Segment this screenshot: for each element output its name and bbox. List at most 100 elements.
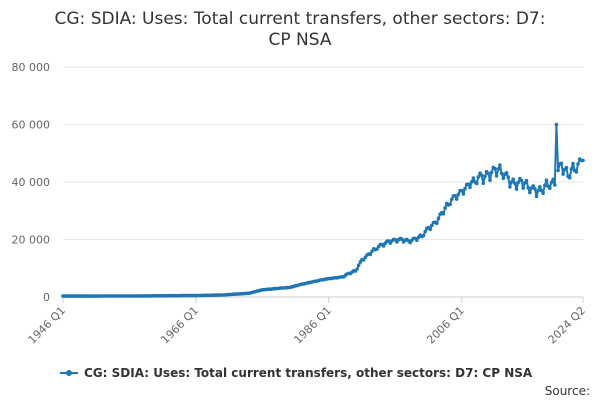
x-axis-ticks: 1946 Q1 1966 Q1 1986 Q1 2006 Q1 2024 Q2 bbox=[26, 297, 589, 347]
data-point[interactable] bbox=[436, 216, 441, 221]
y-tick-label: 20 000 bbox=[12, 234, 51, 247]
legend-dot-marker bbox=[66, 370, 72, 376]
data-point[interactable] bbox=[498, 163, 502, 167]
data-point[interactable] bbox=[496, 167, 501, 171]
data-point[interactable] bbox=[481, 181, 486, 186]
data-point[interactable] bbox=[483, 174, 487, 179]
data-point[interactable] bbox=[519, 178, 524, 183]
data-point[interactable] bbox=[576, 162, 580, 166]
data-point[interactable] bbox=[421, 233, 426, 238]
data-point[interactable] bbox=[561, 172, 565, 176]
data-point[interactable] bbox=[553, 183, 557, 187]
data-point[interactable] bbox=[454, 197, 459, 201]
data-point[interactable] bbox=[559, 161, 564, 166]
data-point[interactable] bbox=[514, 187, 519, 191]
legend-label: CG: SDIA: Uses: Total current transfers,… bbox=[84, 366, 533, 380]
x-tick-label: 1966 Q1 bbox=[158, 304, 201, 347]
data-point[interactable] bbox=[441, 212, 446, 216]
data-point[interactable] bbox=[571, 161, 575, 166]
data-point[interactable] bbox=[400, 237, 404, 241]
data-point[interactable] bbox=[556, 168, 560, 173]
data-point[interactable] bbox=[504, 171, 509, 175]
data-point[interactable] bbox=[493, 166, 497, 171]
data-point[interactable] bbox=[375, 247, 379, 251]
data-point[interactable] bbox=[489, 170, 494, 175]
data-point[interactable] bbox=[423, 229, 428, 234]
data-point[interactable] bbox=[554, 122, 559, 127]
data-point[interactable] bbox=[501, 176, 506, 181]
data-point[interactable] bbox=[468, 185, 472, 190]
data-point[interactable] bbox=[450, 197, 454, 202]
data-point[interactable] bbox=[466, 182, 471, 186]
data-point[interactable] bbox=[456, 192, 461, 197]
data-point[interactable] bbox=[534, 194, 539, 199]
data-point[interactable] bbox=[549, 180, 554, 185]
data-point[interactable] bbox=[435, 221, 439, 226]
x-tick-label: 1946 Q1 bbox=[26, 304, 69, 347]
data-point[interactable] bbox=[486, 171, 491, 176]
data-point[interactable] bbox=[581, 158, 585, 163]
chart-title-line-2: CP NSA bbox=[269, 30, 332, 50]
x-tick-label: 1986 Q1 bbox=[291, 304, 334, 347]
data-point[interactable] bbox=[479, 173, 484, 178]
data-point[interactable] bbox=[569, 167, 574, 171]
data-point[interactable] bbox=[381, 244, 386, 248]
data-point[interactable] bbox=[533, 186, 537, 191]
data-point[interactable] bbox=[526, 186, 530, 190]
y-tick-label: 40 000 bbox=[12, 176, 51, 189]
data-point[interactable] bbox=[453, 194, 457, 198]
data-point[interactable] bbox=[539, 188, 544, 193]
data-point[interactable] bbox=[528, 190, 532, 195]
data-point[interactable] bbox=[463, 186, 467, 191]
data-point[interactable] bbox=[551, 177, 555, 182]
x-tick-label: 2024 Q2 bbox=[546, 304, 589, 347]
y-tick-label: 0 bbox=[43, 291, 50, 304]
data-point[interactable] bbox=[543, 183, 547, 188]
series-line bbox=[63, 123, 584, 298]
data-point[interactable] bbox=[513, 181, 517, 186]
data-point[interactable] bbox=[428, 227, 433, 232]
data-point[interactable] bbox=[531, 184, 535, 188]
data-point[interactable] bbox=[355, 267, 359, 271]
data-point[interactable] bbox=[469, 180, 474, 184]
data-point[interactable] bbox=[459, 188, 464, 193]
data-point[interactable] bbox=[356, 263, 361, 268]
data-point[interactable] bbox=[368, 252, 373, 257]
legend[interactable]: CG: SDIA: Uses: Total current transfers,… bbox=[60, 366, 533, 380]
data-point[interactable] bbox=[567, 176, 572, 180]
data-point[interactable] bbox=[508, 185, 512, 189]
data-point[interactable] bbox=[494, 174, 499, 178]
data-point[interactable] bbox=[536, 188, 540, 193]
data-point[interactable] bbox=[511, 177, 515, 181]
y-axis-ticks: 0 20 000 40 000 60 000 80 000 bbox=[12, 61, 51, 304]
y-tick-label: 60 000 bbox=[12, 119, 51, 132]
data-point[interactable] bbox=[443, 206, 447, 210]
data-point[interactable] bbox=[516, 180, 520, 185]
data-point[interactable] bbox=[521, 186, 525, 190]
data-point[interactable] bbox=[476, 175, 481, 179]
data-point[interactable] bbox=[524, 178, 529, 183]
data-point[interactable] bbox=[461, 192, 466, 196]
data-point[interactable] bbox=[499, 171, 504, 176]
chart-title-line-1: CG: SDIA: Uses: Total current transfers,… bbox=[55, 9, 546, 29]
data-point[interactable] bbox=[506, 175, 511, 179]
data-point[interactable] bbox=[415, 238, 419, 242]
gridlines bbox=[63, 66, 583, 240]
series-group bbox=[61, 122, 585, 298]
data-point[interactable] bbox=[471, 176, 476, 180]
data-point[interactable] bbox=[361, 258, 366, 262]
data-point[interactable] bbox=[509, 180, 514, 184]
data-point[interactable] bbox=[488, 178, 492, 182]
data-point[interactable] bbox=[548, 186, 552, 190]
data-point[interactable] bbox=[541, 191, 545, 195]
data-point[interactable] bbox=[564, 165, 569, 170]
data-point[interactable] bbox=[544, 178, 549, 182]
data-point[interactable] bbox=[474, 181, 479, 186]
y-tick-label: 80 000 bbox=[12, 61, 51, 74]
data-point[interactable] bbox=[430, 223, 434, 228]
data-point[interactable] bbox=[574, 170, 579, 174]
data-point[interactable] bbox=[538, 184, 542, 189]
data-point[interactable] bbox=[448, 202, 452, 207]
source-label: Source: bbox=[545, 384, 590, 398]
